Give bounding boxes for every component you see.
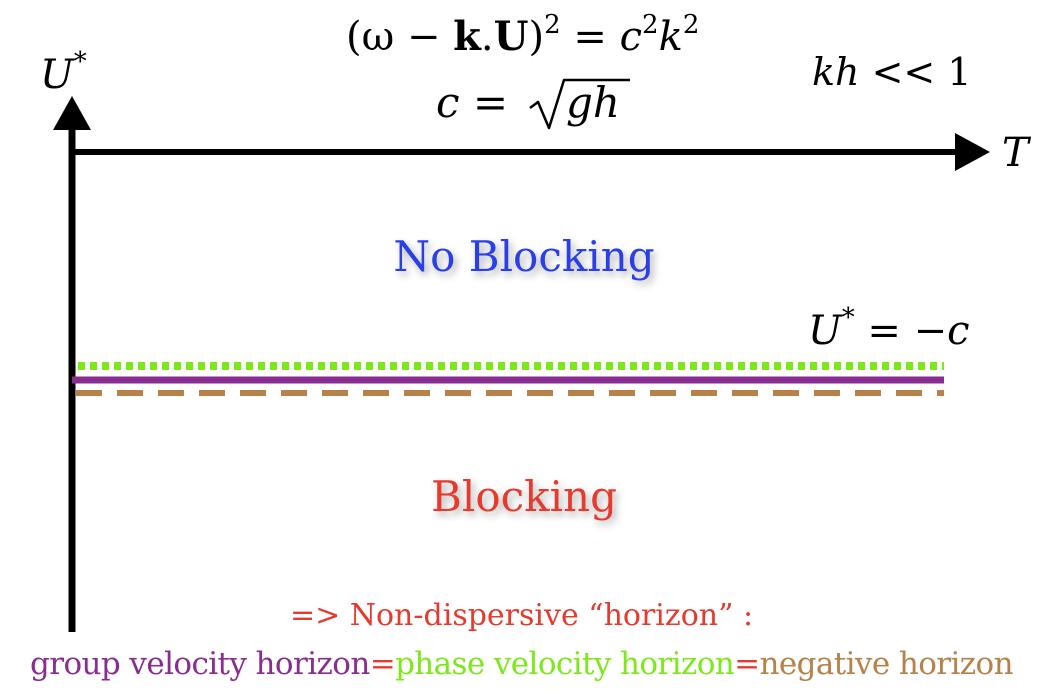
speed-c: c bbox=[436, 78, 460, 127]
caption-negative-horizon: negative horizon bbox=[759, 646, 1014, 682]
speed-equation: c = bbox=[436, 78, 508, 127]
blocking-label: Blocking bbox=[431, 472, 617, 521]
y-axis-label: U* bbox=[40, 47, 87, 98]
caption-group-velocity-horizon: group velocity horizon bbox=[30, 646, 370, 682]
threshold-label: U* = −c bbox=[808, 303, 970, 354]
caption-phase-velocity-horizon: phase velocity horizon bbox=[395, 646, 735, 682]
caption-equals-2: = bbox=[734, 646, 760, 682]
caption-line-1: => Non-dispersive “horizon” : bbox=[289, 598, 754, 633]
speed-equals: = bbox=[460, 78, 509, 127]
caption-equals-1: = bbox=[369, 646, 396, 682]
dispersion-lhs-close: ) bbox=[529, 14, 545, 60]
threshold-label-rhs: = −c bbox=[855, 308, 970, 354]
dispersion-dot: . bbox=[481, 14, 494, 60]
dispersion-bold-u: U bbox=[494, 13, 529, 60]
speed-radicand: gh bbox=[566, 78, 620, 127]
dispersion-k: k bbox=[659, 14, 683, 60]
dispersion-bold-k: k bbox=[453, 13, 482, 60]
dispersion-lhs-exponent: 2 bbox=[544, 10, 561, 40]
regime-kh: kh bbox=[812, 50, 860, 94]
x-axis-label: T bbox=[1002, 130, 1032, 176]
y-axis-arrowhead bbox=[53, 96, 91, 130]
y-axis-label-sup: * bbox=[74, 47, 87, 77]
dispersion-lhs-open: (ω − bbox=[346, 14, 453, 60]
x-axis-arrowhead bbox=[955, 133, 990, 171]
no-blocking-label: No Blocking bbox=[393, 232, 654, 281]
dispersion-c: c bbox=[620, 14, 642, 60]
y-axis-label-base: U bbox=[40, 52, 75, 98]
dispersion-c-exponent: 2 bbox=[642, 10, 659, 40]
dispersion-equals: = bbox=[561, 14, 620, 60]
sqrt-sign bbox=[529, 78, 630, 130]
threshold-label-sup: * bbox=[842, 303, 855, 333]
dispersion-k-exponent: 2 bbox=[683, 10, 700, 40]
threshold-label-base: U bbox=[808, 308, 843, 354]
caption-line-2: group velocity horizon=phase velocity ho… bbox=[0, 646, 1043, 682]
regime-condition: kh << 1 bbox=[812, 50, 972, 94]
dispersion-equation: (ω − k.U)2 = c2k2 bbox=[346, 10, 699, 60]
regime-relation: << 1 bbox=[860, 50, 972, 94]
